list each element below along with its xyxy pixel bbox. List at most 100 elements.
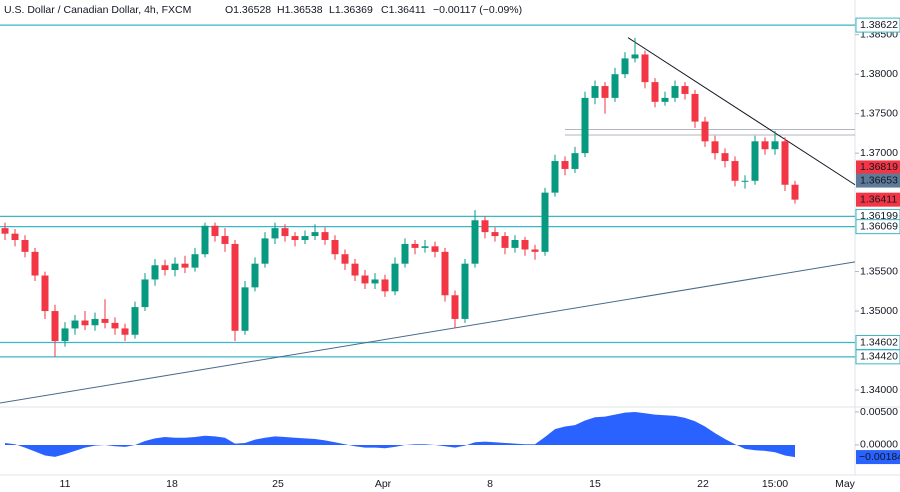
candle-body: [371, 279, 379, 284]
candle-body: [531, 249, 539, 252]
candle-body: [781, 141, 789, 185]
price-badge: [856, 192, 900, 207]
candle-body: [511, 240, 519, 248]
candle-body: [301, 236, 309, 240]
candle-body: [221, 236, 229, 244]
candle-body: [561, 161, 569, 169]
candle-body: [141, 279, 149, 308]
candle-body: [111, 322, 119, 329]
candle-body: [701, 121, 709, 142]
level-label: 1.38622: [860, 19, 898, 31]
candle-body: [11, 233, 19, 240]
x-tick-label: 15: [589, 478, 601, 490]
ohlc-value: C1.36411: [381, 4, 426, 16]
candle-body: [71, 320, 79, 329]
candle-body: [211, 225, 219, 237]
level-badge: [855, 17, 900, 33]
candle-body: [431, 246, 439, 252]
candle-body: [291, 236, 299, 240]
candle-body: [611, 74, 619, 98]
candle-body: [271, 228, 279, 239]
ohlc-value: H1.36538: [277, 4, 323, 16]
candle-body: [121, 328, 129, 335]
candle-body: [711, 141, 719, 154]
x-tick-label: 15:00: [762, 478, 788, 490]
price-badge: [856, 173, 900, 188]
candle-body: [581, 97, 589, 154]
candle-body: [571, 153, 579, 169]
candle-body: [201, 225, 209, 255]
candle-body: [491, 232, 499, 237]
price-label: 1.36653: [860, 174, 898, 186]
candle-body: [61, 328, 69, 342]
candle-body: [241, 287, 249, 331]
candle-body: [351, 263, 359, 276]
candle-body: [771, 141, 779, 150]
x-tick-label: Apr: [375, 478, 392, 490]
y-tick-label: 1.35000: [860, 305, 898, 317]
value-badge: [856, 450, 900, 465]
y-tick-label: 1.37500: [860, 107, 898, 119]
trend-line: [627, 37, 856, 186]
price-label: 1.36819: [860, 161, 898, 173]
candle-body: [751, 141, 759, 181]
candle-body: [461, 263, 469, 319]
candle-body: [171, 263, 179, 270]
candle-body: [411, 243, 419, 248]
candle-body: [21, 240, 29, 252]
candle-body: [51, 311, 59, 342]
y-tick-label: 1.35500: [860, 265, 898, 277]
candle-body: [401, 243, 409, 264]
x-tick-label: 25: [272, 478, 284, 490]
candle-body: [641, 54, 649, 83]
ohlc-value: L1.36369: [329, 4, 373, 16]
candle-body: [381, 279, 389, 292]
ohlc-value: −0.00117 (−0.09%): [433, 4, 522, 16]
candle-body: [391, 263, 399, 292]
oscillator-area: [5, 411, 795, 458]
x-tick-label: 22: [697, 478, 709, 490]
y-tick-label: 1.34000: [860, 384, 898, 396]
candle-body: [451, 295, 459, 319]
candle-body: [361, 275, 369, 284]
candle-body: [101, 318, 109, 323]
x-tick-label: 18: [166, 478, 178, 490]
candle-body: [91, 318, 99, 326]
candle-body: [41, 275, 49, 312]
candle-body: [471, 220, 479, 264]
trend-line: [0, 261, 856, 404]
level-label: 1.34602: [860, 336, 898, 348]
candle-body: [331, 240, 339, 255]
x-tick-label: 11: [60, 478, 71, 490]
candle-body: [151, 265, 159, 280]
candle-body: [281, 228, 289, 237]
candle-body: [521, 240, 529, 250]
candle-body: [441, 251, 449, 296]
y-tick-label: 1.38000: [860, 68, 898, 80]
candle-body: [591, 86, 599, 98]
candle-body: [251, 263, 259, 288]
x-tick-label: May: [835, 478, 856, 490]
candle-body: [481, 220, 489, 233]
candle-body: [341, 254, 349, 264]
candle-body: [311, 232, 319, 237]
level-badge: [855, 349, 900, 365]
level-label: 1.34420: [860, 351, 898, 363]
level-label: 1.36069: [860, 220, 898, 232]
candle-body: [131, 307, 139, 335]
y-tick-label: 0.00500: [860, 406, 898, 418]
candle-body: [421, 246, 429, 248]
candle-body: [501, 236, 509, 248]
price-badge: [856, 160, 900, 175]
x-tick-label: 8: [487, 478, 493, 490]
candle-body: [691, 93, 699, 122]
candle-body: [261, 238, 269, 264]
candle-body: [161, 265, 169, 270]
candle-body: [181, 263, 189, 268]
candle-body: [601, 86, 609, 98]
candle-body: [541, 192, 549, 252]
candle-body: [681, 86, 689, 94]
candle-body: [761, 141, 769, 150]
candle-body: [731, 161, 739, 181]
